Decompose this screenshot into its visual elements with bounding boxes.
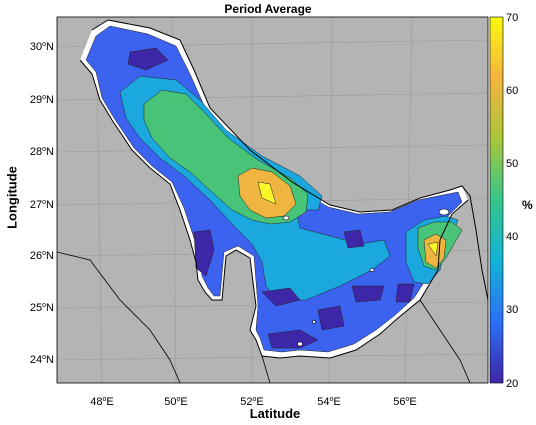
map-frame bbox=[56, 16, 489, 384]
border-line bbox=[57, 251, 471, 383]
lon-tick-56: 56oE bbox=[393, 396, 417, 408]
lat-tick-labels: 30oN 29oN 28oN 27oN 26oN 25oN 24oN bbox=[30, 41, 54, 366]
lat-tick-24: 24oN bbox=[30, 354, 54, 366]
colorbar-tick-30: 30 bbox=[506, 304, 518, 316]
gulf-map bbox=[57, 17, 488, 383]
lon-tick-54: 54oE bbox=[317, 396, 341, 408]
colorbar-tick-60: 60 bbox=[506, 85, 518, 97]
colorbar-ticks: 70 60 50 40 30 20 bbox=[506, 12, 518, 390]
colorbar-tick-40: 40 bbox=[506, 231, 518, 243]
contour-20-25 bbox=[127, 47, 415, 349]
lon-tick-52: 52oE bbox=[240, 396, 264, 408]
lon-tick-48: 48oE bbox=[90, 396, 114, 408]
lat-tick-26: 26oN bbox=[30, 250, 54, 262]
islands bbox=[282, 208, 450, 347]
x-axis-label: Latitude bbox=[249, 406, 301, 421]
lat-tick-28: 28oN bbox=[30, 146, 54, 158]
colorbar-tick-50: 50 bbox=[506, 158, 518, 170]
colorbar-unit: % bbox=[522, 198, 533, 212]
lon-tick-50: 50oE bbox=[164, 396, 188, 408]
colorbar bbox=[489, 16, 504, 384]
colorbar-tick-20: 20 bbox=[506, 378, 518, 390]
coastline-south bbox=[79, 59, 469, 359]
coastline bbox=[91, 19, 488, 301]
lat-tick-27: 27oN bbox=[30, 199, 54, 211]
colorbar-tick-70: 70 bbox=[506, 12, 518, 24]
lat-tick-25: 25oN bbox=[30, 302, 54, 314]
contour-65-70-east bbox=[427, 241, 439, 257]
lon-tick-labels: 48oE 50oE 52oE 54oE 56oE bbox=[90, 396, 417, 408]
lat-tick-29: 29oN bbox=[30, 94, 54, 106]
lat-tick-30: 30oN bbox=[30, 41, 54, 53]
map-title: Period Average bbox=[224, 2, 312, 16]
contour-65-70 bbox=[257, 181, 277, 205]
